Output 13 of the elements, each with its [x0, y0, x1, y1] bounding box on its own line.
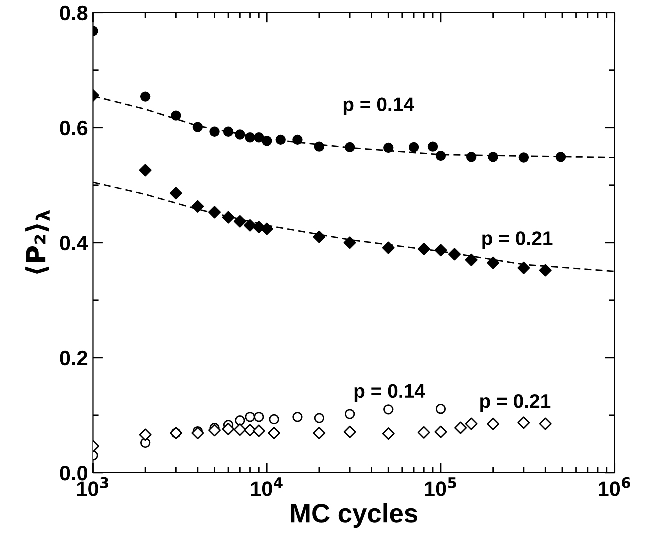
y-tick-label: 0.8	[60, 6, 88, 21]
y-axis-title: ⟨P₂⟩$_{λ}$	[26, 210, 50, 274]
y-tick-label: 0.2	[60, 350, 88, 366]
annotation: p = 0.14	[354, 384, 426, 402]
x-tick-label: 10$^{4}$	[251, 478, 283, 496]
annotation: p = 0.14	[344, 98, 414, 116]
x-axis-title: MC cycles	[291, 503, 418, 528]
x-tick-label: 10$^{6}$	[599, 477, 630, 496]
x-tick-label: 10$^{5}$	[425, 478, 456, 496]
y-tick-label: 0.6	[60, 120, 88, 136]
annotation: p = 0.21	[482, 232, 553, 250]
annotation: p = 0.21	[480, 394, 551, 412]
y-tick-label: 0.4	[60, 236, 88, 251]
